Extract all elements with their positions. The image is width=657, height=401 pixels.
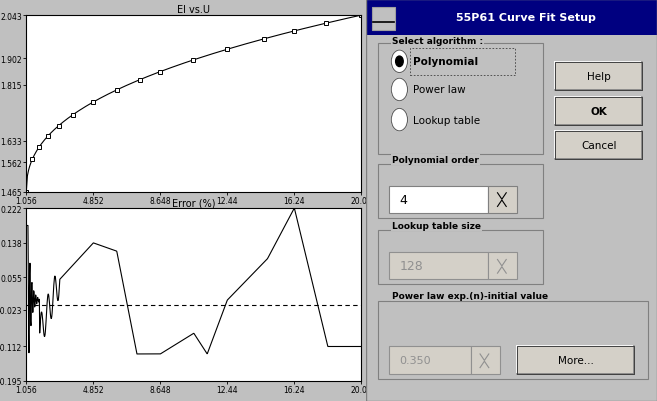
- Circle shape: [392, 109, 407, 132]
- Bar: [555, 97, 643, 126]
- Circle shape: [392, 51, 407, 73]
- Text: 128: 128: [399, 259, 423, 272]
- Bar: [389, 346, 470, 374]
- Bar: [555, 132, 643, 160]
- Text: Power law exp.(n)-initial value: Power law exp.(n)-initial value: [392, 292, 549, 300]
- Bar: [389, 252, 488, 279]
- Text: Help: Help: [587, 72, 610, 82]
- Text: Lookup table: Lookup table: [413, 115, 480, 125]
- Circle shape: [396, 57, 403, 67]
- Bar: [389, 186, 488, 213]
- Text: More...: More...: [558, 355, 593, 365]
- Bar: [378, 44, 543, 154]
- Bar: [378, 164, 543, 219]
- Bar: [470, 346, 500, 374]
- Text: Polynomial order: Polynomial order: [392, 156, 479, 165]
- Bar: [378, 231, 543, 285]
- Title: Error (%): Error (%): [172, 198, 215, 208]
- Text: Cancel: Cancel: [581, 141, 616, 151]
- Text: Select algorithm :: Select algorithm :: [392, 36, 484, 45]
- Bar: [488, 252, 517, 279]
- Title: El vs.U: El vs.U: [177, 5, 210, 15]
- Text: OK: OK: [591, 107, 607, 116]
- Bar: [366, 0, 657, 36]
- Circle shape: [392, 79, 407, 101]
- Bar: [372, 8, 395, 31]
- Text: Power law: Power law: [413, 85, 465, 95]
- Bar: [378, 301, 648, 379]
- Bar: [411, 49, 515, 75]
- Text: Lookup table size: Lookup table size: [392, 221, 481, 230]
- Text: 55P61 Curve Fit Setup: 55P61 Curve Fit Setup: [456, 13, 596, 23]
- Bar: [555, 63, 643, 91]
- Text: 0.350: 0.350: [399, 355, 431, 365]
- Text: 4: 4: [399, 193, 407, 206]
- Text: Polynomial: Polynomial: [413, 57, 478, 67]
- Bar: [488, 186, 517, 213]
- Bar: [517, 346, 634, 374]
